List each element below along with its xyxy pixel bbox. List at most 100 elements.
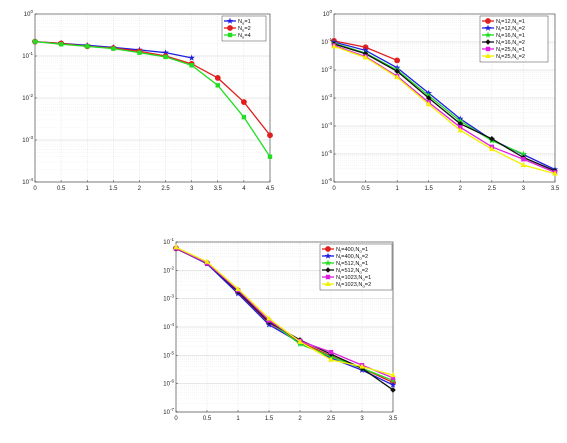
- data-point: [188, 54, 195, 61]
- legend: Nα=1Nα=2Nα=4: [221, 15, 267, 42]
- data-point: [137, 50, 142, 55]
- legend-label: Nt=400,Nα=1: [336, 247, 368, 254]
- data-point: [266, 315, 272, 321]
- data-point: [204, 258, 210, 264]
- y-tick-label: 10-7: [163, 407, 174, 416]
- series-2: [32, 39, 273, 159]
- data-point: [215, 83, 220, 88]
- data-point: [328, 349, 334, 355]
- series-line: [333, 43, 556, 172]
- series-line: [175, 246, 394, 376]
- grid: [175, 242, 394, 413]
- data-point: [520, 150, 527, 157]
- y-tick-label: 10-3: [163, 294, 174, 303]
- data-point: [173, 244, 179, 250]
- x-tick-label: 2: [298, 416, 302, 422]
- y-tick-label: 10-1: [321, 37, 332, 46]
- grid: [34, 14, 271, 183]
- data-point: [390, 375, 396, 381]
- data-point: [241, 114, 247, 120]
- x-tick-label: 0.5: [361, 186, 370, 192]
- x-tick-label: 2: [459, 186, 463, 192]
- x-tick-label: 0: [174, 416, 178, 422]
- data-point: [362, 54, 369, 60]
- x-tick-label: 1: [236, 416, 240, 422]
- data-point: [521, 157, 526, 162]
- data-point: [32, 39, 38, 44]
- legend-marker: [484, 24, 492, 31]
- chart-panel-top-right: 0 0.5 1 1.5 2 2.5 3 3.5 100 10-1 10-2 10-3 10-4 10-5 1…: [321, 9, 560, 192]
- series-line: [175, 247, 394, 386]
- x-tick-label: 3: [190, 186, 194, 192]
- chart-panel-top-left: 0 0.5 1 1.5 2 2.5 3 3.5 4 4.5 100 10-1 10-2 10-3 10-4 N…: [22, 9, 275, 192]
- x-tick-label: 2: [138, 186, 142, 192]
- data-point: [328, 356, 334, 362]
- y-tick-label: 10-5: [163, 350, 174, 359]
- legend-marker: [325, 274, 331, 280]
- legend-marker: [485, 39, 491, 45]
- legend-label: Nt=25,Nα=2: [496, 54, 525, 61]
- y-tick-label: 10-5: [321, 149, 332, 158]
- series-5: [331, 43, 558, 176]
- chart-panel-bottom: 0 0.5 1 1.5 2 2.5 3 3.5 10-1 10-2 10-3 10-4 10-5 10-6…: [163, 237, 398, 422]
- x-tick-label: 0: [33, 186, 37, 192]
- legend-marker: [226, 17, 234, 24]
- data-point: [389, 377, 397, 384]
- data-point: [267, 154, 273, 159]
- legend: Nt=400,Nα=1Nt=400,Nα=2Nt=512,Nα=1Nt=512,…: [319, 243, 393, 291]
- legend-marker: [227, 32, 233, 38]
- x-tick-label: 4.5: [266, 186, 275, 192]
- data-point: [297, 338, 303, 344]
- data-point: [552, 170, 558, 176]
- x-tick-label: 1.5: [109, 186, 118, 192]
- data-point: [389, 381, 397, 388]
- data-point: [85, 44, 90, 49]
- data-point: [58, 42, 64, 47]
- x-tick-label: 1.5: [265, 416, 274, 422]
- data-point: [163, 54, 168, 60]
- series-line: [333, 44, 556, 174]
- legend-box: [319, 243, 393, 291]
- legend-box: [479, 15, 549, 63]
- y-tick-label: 10-1: [163, 237, 174, 246]
- x-tick-label: 3: [360, 416, 364, 422]
- data-point: [214, 75, 221, 81]
- x-tick-label: 2.5: [327, 416, 336, 422]
- legend-label: Nt=512,Nα=1: [336, 261, 368, 268]
- legend-marker: [227, 25, 233, 31]
- y-tick-label: 10-3: [22, 135, 33, 144]
- legend-label: Nt=400,Nα=2: [336, 254, 368, 261]
- x-tick-label: 1.5: [425, 186, 434, 192]
- legend-label: Nα=2: [238, 26, 251, 33]
- y-tick-label: 10-4: [321, 121, 332, 130]
- y-tick-label: 10-4: [22, 177, 33, 186]
- data-point: [489, 135, 495, 142]
- data-point: [235, 285, 241, 291]
- legend-marker: [485, 18, 491, 24]
- legend-label: Nt=16,Nα=2: [496, 40, 525, 47]
- legend-label: Nt=12,Nα=2: [496, 26, 525, 33]
- y-tick-label: 10-2: [22, 93, 33, 102]
- y-tick-label: 100: [323, 9, 333, 18]
- data-point: [457, 117, 464, 124]
- x-tick-label: 2.5: [161, 186, 170, 192]
- legend-marker: [485, 53, 491, 58]
- y-tick-label: 10-3: [321, 93, 332, 102]
- x-tick-label: 3.5: [389, 416, 398, 422]
- legend-marker: [324, 259, 332, 266]
- data-point: [458, 125, 463, 130]
- y-tick-label: 100: [24, 9, 34, 18]
- y-tick-label: 10-6: [321, 177, 332, 186]
- legend-label: Nt=512,Nα=2: [336, 268, 368, 275]
- data-point: [359, 363, 365, 369]
- legend-marker: [485, 46, 491, 52]
- legend-label: Nt=1023,Nα=2: [336, 282, 371, 289]
- legend-marker: [324, 252, 332, 259]
- data-point: [489, 146, 495, 152]
- x-tick-label: 2.5: [488, 186, 497, 192]
- legend-marker: [325, 246, 331, 252]
- x-tick-label: 3.5: [214, 186, 223, 192]
- data-point: [390, 372, 396, 378]
- series-5: [173, 244, 396, 378]
- data-point: [162, 49, 169, 56]
